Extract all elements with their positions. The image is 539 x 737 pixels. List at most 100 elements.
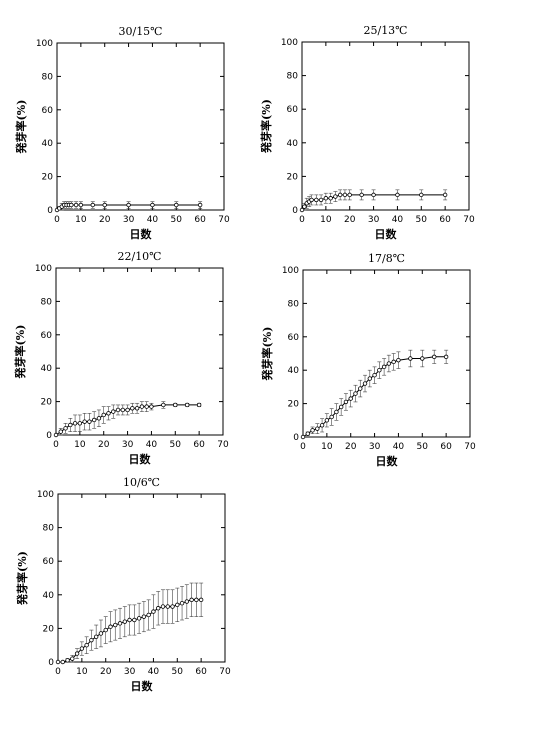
data-point: [141, 614, 147, 619]
data-point: [106, 411, 111, 416]
data-point: [150, 202, 155, 208]
y-tick-label: 60: [287, 105, 299, 115]
x-tick-label: 60: [193, 440, 205, 450]
data-point: [319, 423, 325, 428]
x-tick-label: 20: [99, 215, 111, 225]
data-point: [82, 419, 87, 424]
data-point: [175, 602, 180, 608]
data-point: [115, 407, 121, 413]
plot-frame: [301, 41, 470, 211]
x-tick-label: 40: [393, 442, 405, 452]
data-point: [333, 194, 338, 199]
data-point: [185, 402, 190, 408]
x-tick-label: 40: [148, 667, 160, 677]
data-point: [372, 373, 377, 378]
data-point: [408, 356, 413, 361]
data-point: [362, 381, 368, 386]
y-tick-label: 100: [37, 490, 54, 500]
data-point: [77, 421, 83, 426]
y-tick-label: 40: [41, 364, 53, 374]
data-point: [359, 192, 364, 198]
plot-frame: [55, 267, 224, 436]
x-tick-label: 30: [124, 667, 136, 677]
plot-frame: [56, 42, 225, 211]
data-point: [396, 357, 401, 363]
data-point: [74, 651, 80, 656]
data-point: [391, 359, 396, 365]
data-point: [111, 409, 116, 414]
data-point: [328, 196, 333, 201]
data-point: [367, 376, 372, 381]
y-tick-label: 40: [43, 591, 55, 601]
y-tick-label: 100: [35, 264, 52, 274]
data-point: [84, 643, 89, 648]
data-point: [134, 406, 140, 411]
data-point: [139, 404, 145, 409]
x-tick-label: 20: [344, 215, 356, 225]
data-point: [69, 202, 74, 208]
x-tick-label: 70: [218, 215, 230, 225]
data-point: [132, 617, 137, 623]
data-point: [101, 412, 106, 418]
x-tick-label: 0: [299, 215, 305, 225]
data-point: [130, 406, 135, 411]
data-point: [165, 604, 170, 609]
chart-title: 30/15℃: [118, 25, 162, 38]
chart-panel-3: 0 20 40 60 80 100 0 10 20 30 40 50 60 70 22/10℃ 日数 発芽率(%…: [13, 250, 229, 466]
x-tick-label: 0: [55, 667, 61, 677]
x-tick-label: 0: [54, 215, 60, 225]
x-axis-label: 日数: [129, 452, 152, 466]
data-point: [122, 619, 127, 624]
x-tick-label: 10: [75, 215, 87, 225]
data-point: [381, 364, 387, 370]
data-point: [353, 391, 358, 396]
data-point: [120, 407, 125, 413]
data-point: [126, 202, 131, 208]
data-point: [136, 616, 142, 621]
x-axis-label: 日数: [131, 679, 154, 693]
data-point: [299, 207, 305, 213]
data-point: [117, 621, 123, 626]
data-point: [419, 192, 424, 198]
data-point: [146, 612, 151, 618]
data-point: [89, 637, 94, 643]
chart-title: 17/8℃: [368, 252, 405, 265]
x-tick-label: 70: [464, 442, 476, 452]
chart-title: 22/10℃: [117, 250, 161, 263]
chart-panel-1: 0 20 40 60 80 100 0 10 20 30 40 50 60 70 30/15℃ 日数 発芽率(%…: [14, 25, 230, 241]
x-tick-label: 60: [195, 667, 207, 677]
data-point: [102, 202, 107, 208]
y-tick-label: 20: [41, 398, 53, 408]
data-point: [194, 597, 199, 603]
data-point: [144, 404, 149, 409]
x-tick-label: 30: [369, 442, 381, 452]
data-point: [127, 617, 132, 623]
data-point: [70, 656, 75, 661]
data-point: [420, 356, 425, 361]
data-point: [198, 597, 204, 603]
data-point: [170, 604, 175, 609]
y-axis-label: 発芽率(%): [15, 551, 29, 606]
x-tick-label: 50: [170, 440, 182, 450]
x-tick-label: 40: [392, 215, 404, 225]
y-tick-label: 40: [287, 139, 299, 149]
data-point: [58, 429, 63, 434]
x-tick-label: 60: [439, 215, 451, 225]
x-tick-label: 20: [100, 667, 112, 677]
plot-frame: [57, 493, 226, 663]
data-point: [174, 202, 179, 208]
data-point: [197, 202, 203, 208]
data-point: [63, 426, 68, 431]
x-tick-label: 10: [321, 442, 333, 452]
y-tick-label: 80: [43, 524, 55, 534]
data-point: [78, 202, 84, 208]
data-point: [386, 361, 392, 366]
data-point: [98, 631, 104, 636]
x-tick-label: 30: [122, 440, 134, 450]
x-tick-label: 40: [147, 215, 159, 225]
chart-panel-5: 0 20 40 60 80 100 0 10 20 30 40 50 60 70 10/6℃ 日数 発芽率(%): [15, 476, 231, 693]
data-point: [53, 432, 59, 438]
data-point: [60, 659, 65, 665]
y-tick-label: 0: [47, 206, 53, 216]
y-tick-label: 80: [287, 72, 299, 82]
